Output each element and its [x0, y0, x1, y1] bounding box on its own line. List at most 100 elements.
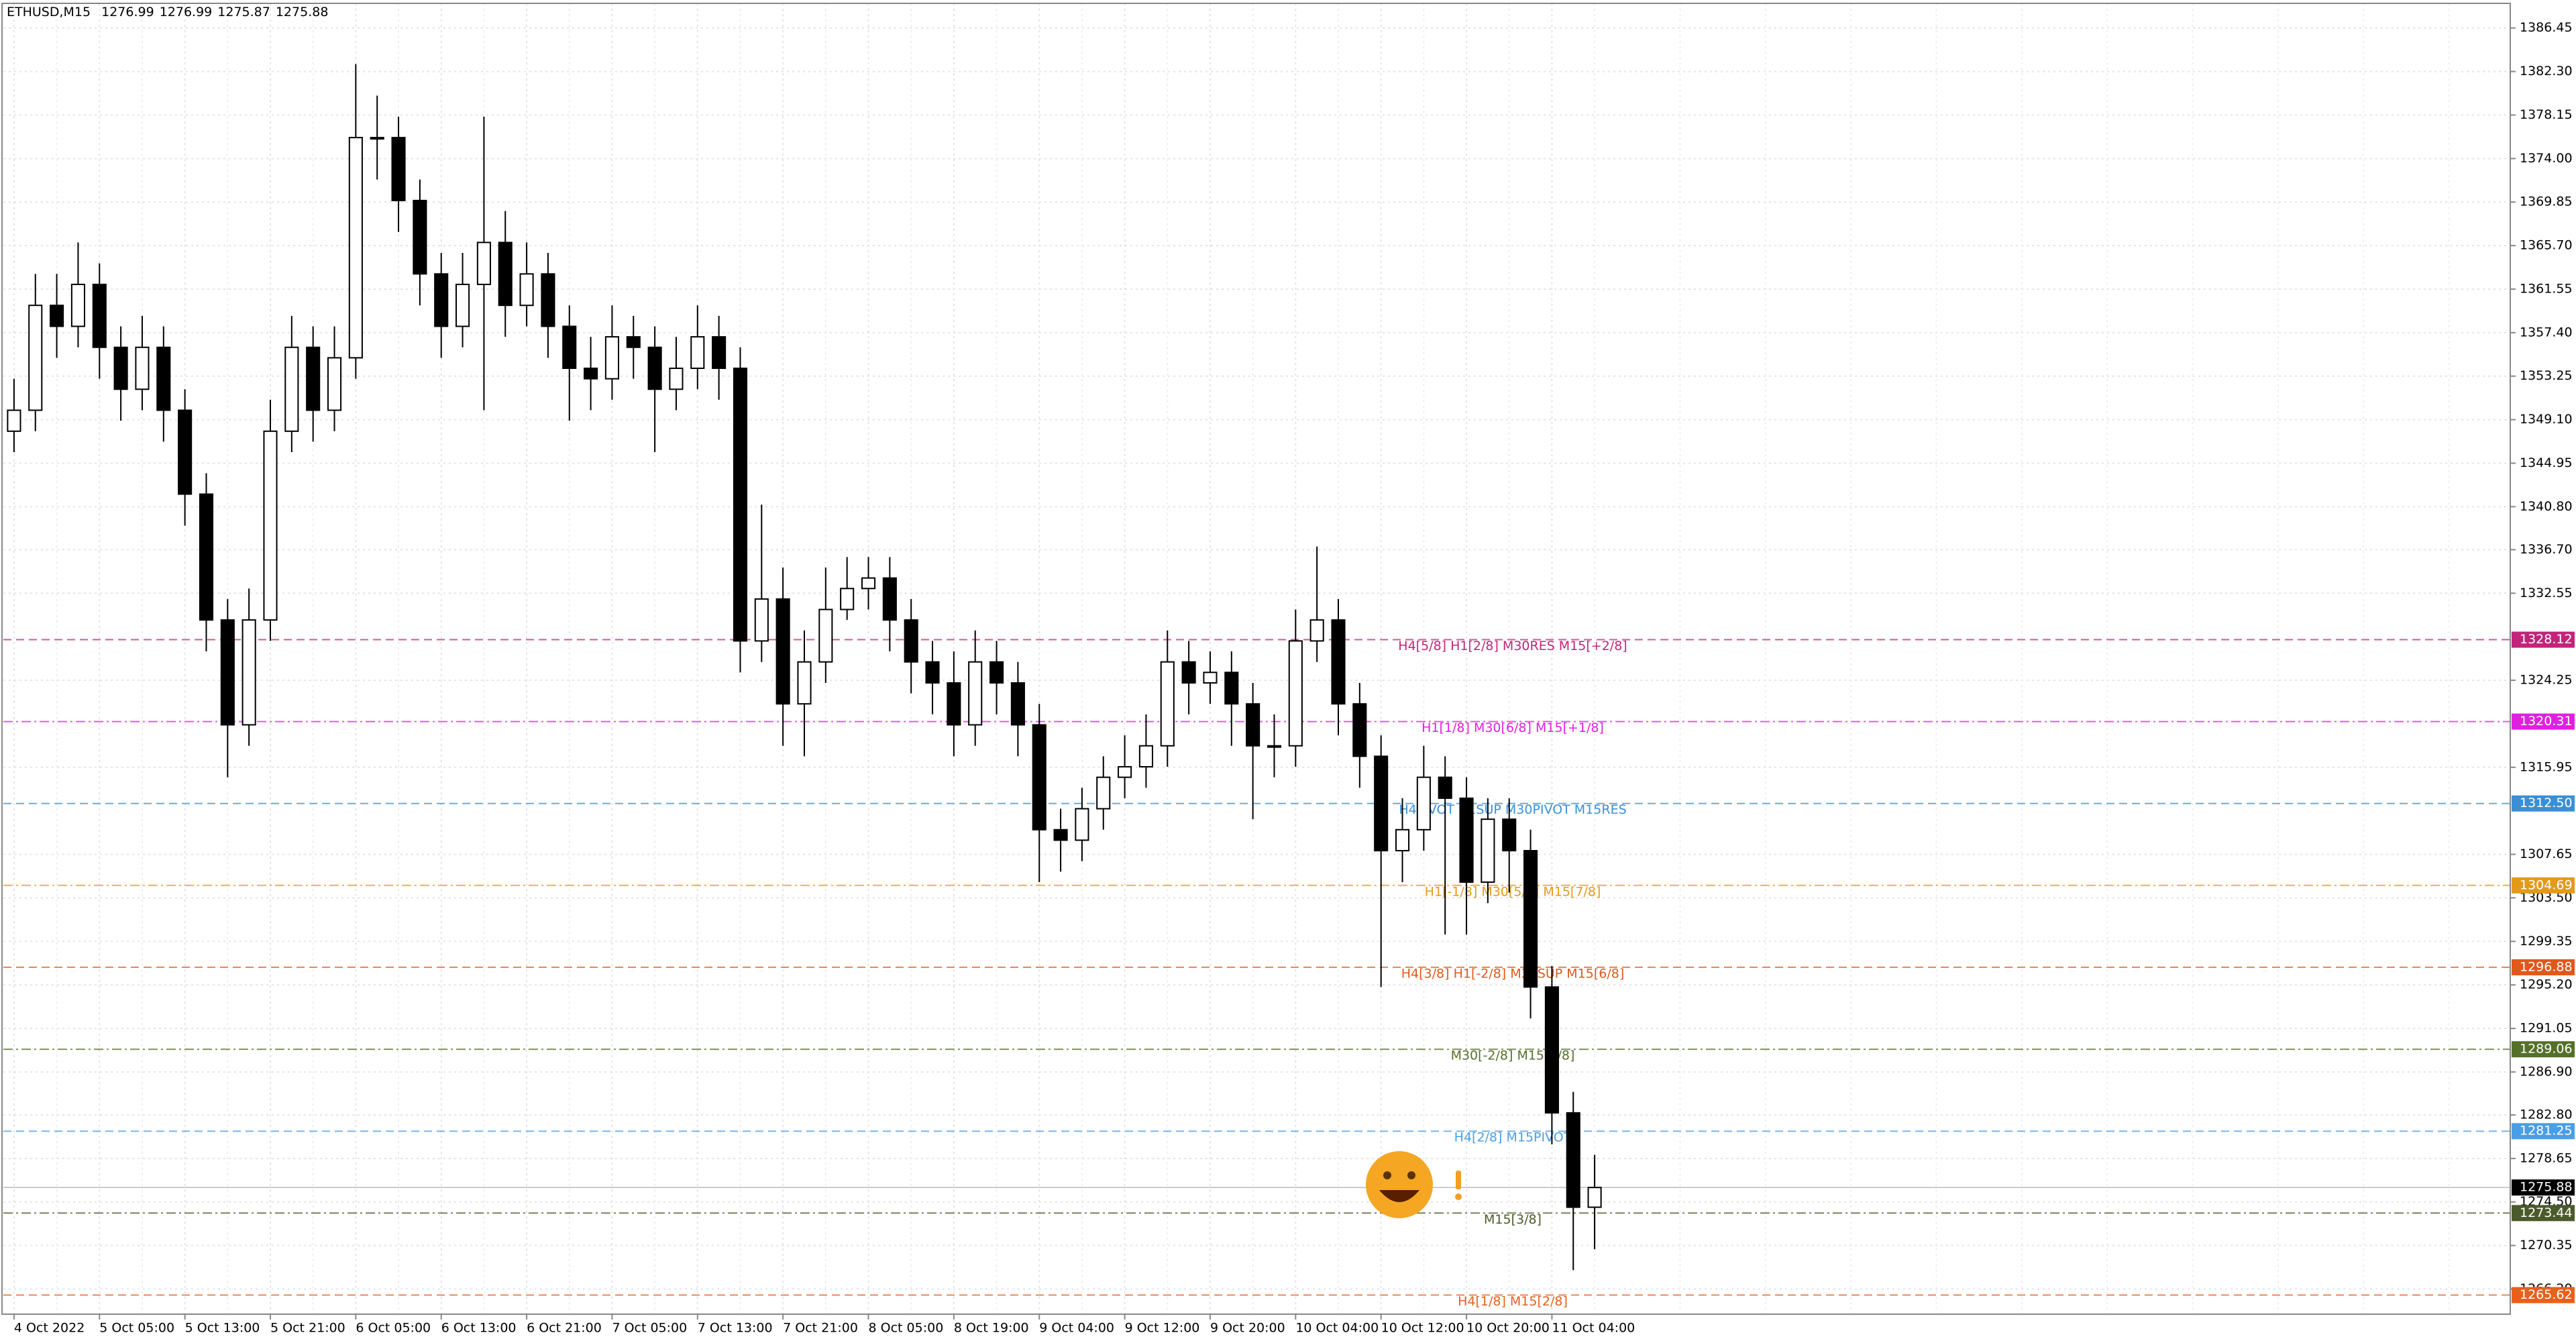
level-label: H4PIVOT H1SUP M30PIVOT M15RES: [1399, 802, 1626, 817]
emoji: [1366, 1151, 1462, 1218]
candle-body: [7, 409, 21, 432]
y-tick-label: 1307.65: [2520, 847, 2573, 861]
x-tick-label: 10 Oct 12:00: [1381, 1321, 1464, 1336]
candle-body: [306, 346, 321, 411]
x-tick-label: 9 Oct 20:00: [1210, 1321, 1285, 1336]
exclamation: [1456, 1171, 1461, 1189]
header-value: 1276.99: [101, 5, 154, 19]
y-tick-label: 1382.30: [2520, 64, 2573, 78]
y-tick-label: 1299.35: [2520, 934, 2573, 949]
candle-body: [925, 661, 940, 684]
level-price-label: 1320.31: [2520, 714, 2573, 729]
candle-body: [882, 577, 897, 621]
candle-body: [70, 283, 85, 327]
x-tick-label: 9 Oct 04:00: [1039, 1321, 1114, 1336]
candle-body: [1481, 818, 1495, 883]
header-value: 1275.88: [276, 5, 329, 19]
x-tick-label: 10 Oct 20:00: [1466, 1321, 1550, 1336]
x-tick-label: 6 Oct 13:00: [441, 1321, 517, 1336]
level-price-label: 1296.88: [2520, 959, 2573, 974]
emoji-mouth: [1379, 1190, 1419, 1202]
candle-body: [1138, 745, 1153, 768]
x-tick-label: 5 Oct 21:00: [270, 1321, 345, 1336]
candle-body: [989, 661, 1004, 684]
candle-body: [1352, 703, 1367, 757]
level-price-box: [2512, 1123, 2575, 1140]
candle-body: [904, 619, 918, 663]
candle-body: [861, 577, 876, 590]
candle-body: [413, 199, 427, 275]
current-price-label: 1275.88: [2520, 1180, 2573, 1195]
candle-body: [1160, 661, 1175, 747]
candle-body: [562, 325, 577, 369]
x-tick-label: 9 Oct 12:00: [1125, 1321, 1200, 1336]
y-tick-label: 1344.95: [2520, 456, 2573, 470]
y-tick-label: 1291.05: [2520, 1021, 2573, 1036]
candle-body: [1566, 1112, 1580, 1208]
candle-body: [519, 273, 534, 307]
candle-body: [434, 273, 449, 327]
candle-body: [733, 367, 748, 642]
emoji-eye: [1383, 1171, 1391, 1179]
candle-body: [28, 305, 43, 411]
candle-layer: [7, 64, 1602, 1271]
x-tick-label: 7 Oct 05:00: [612, 1321, 687, 1336]
level-price-label: 1328.12: [2520, 632, 2573, 647]
level-price-box: [2512, 959, 2575, 975]
y-tick-label: 1332.55: [2520, 586, 2573, 600]
candle-body: [968, 661, 983, 726]
x-tick-label: 8 Oct 19:00: [954, 1321, 1029, 1336]
exclamation: [1455, 1193, 1462, 1200]
y-tick-label: 1282.80: [2520, 1107, 2573, 1122]
candle-body: [1502, 818, 1517, 852]
emoji-face: [1366, 1151, 1433, 1218]
emoji-eye: [1407, 1171, 1415, 1179]
candle-body: [241, 619, 256, 726]
candle-body: [1267, 745, 1282, 748]
candle-body: [1224, 672, 1239, 705]
x-tick-label: 6 Oct 21:00: [527, 1321, 602, 1336]
level-price-box: [2512, 877, 2575, 894]
candle-body: [455, 283, 470, 327]
level-label: H4[5/8] H1[2/8] M30RES M15[+2/8]: [1398, 639, 1627, 653]
level-price-label: 1289.06: [2520, 1042, 2573, 1057]
candle-body: [947, 682, 961, 726]
candle-body: [220, 619, 235, 726]
candle-body: [178, 409, 193, 495]
y-tick-label: 1357.40: [2520, 325, 2573, 339]
x-tick-label: 10 Oct 04:00: [1295, 1321, 1379, 1336]
y-tick-label: 1374.00: [2520, 151, 2573, 166]
candle-body: [797, 661, 812, 705]
level-label: M30[-2/8] M15[5/8]: [1451, 1049, 1575, 1063]
candle-body: [1075, 808, 1089, 841]
level-layer: H4[5/8] H1[2/8] M30RES M15[+2/8] H1[1/8] …: [3, 639, 2510, 1309]
candle-body: [370, 137, 384, 140]
y-tick-label: 1365.70: [2520, 238, 2573, 253]
level-price-box: [2512, 1041, 2575, 1058]
y-tick-label: 1278.65: [2520, 1150, 2573, 1165]
candle-body: [1374, 755, 1389, 852]
level-label: H1[1/8] M30[6/8] M15[+1/8]: [1421, 720, 1604, 735]
candle-body: [1416, 776, 1431, 831]
candle-body: [1032, 724, 1046, 831]
candle-body: [1288, 640, 1303, 747]
level-price-box: [2512, 795, 2575, 812]
x-tick-label: 8 Oct 05:00: [869, 1321, 944, 1336]
level-label: H4[1/8] M15[2/8]: [1458, 1294, 1568, 1309]
candle-body: [156, 346, 171, 411]
candle-body: [1309, 619, 1324, 642]
plot-frame: [1, 3, 2511, 1315]
candle-body: [818, 608, 833, 663]
x-tick-label: 7 Oct 21:00: [783, 1321, 858, 1336]
candle-body: [840, 588, 855, 610]
candle-body: [476, 242, 491, 285]
candle-body: [690, 336, 705, 369]
candle-body: [626, 336, 641, 348]
candle-body: [584, 367, 598, 380]
candle-body: [284, 346, 299, 432]
candle-body: [1544, 986, 1559, 1114]
candle-body: [92, 283, 107, 348]
